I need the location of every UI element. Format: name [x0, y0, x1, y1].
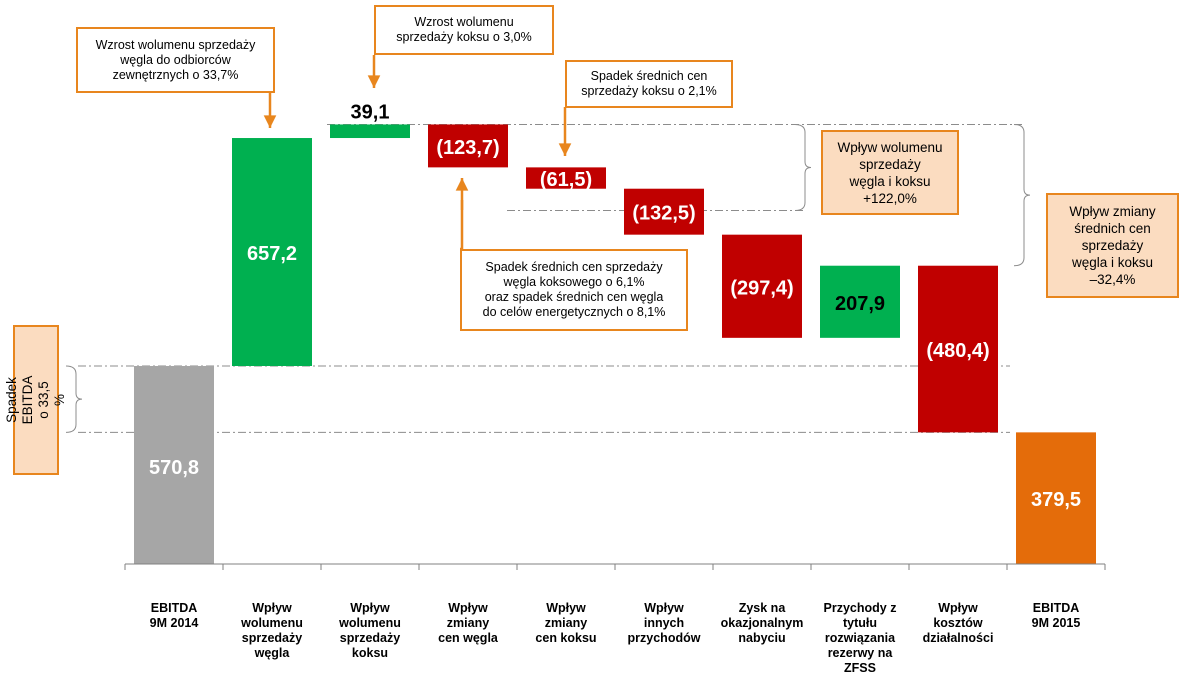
category-label-8: Wpływ kosztów działalności [923, 601, 994, 645]
category-label-6: Zysk na okazjonalnym nabyciu [721, 601, 804, 645]
callout-coke-price-text: Spadek średnich cen sprzedaży koksu o 2,… [581, 69, 717, 98]
bar-3 [428, 124, 508, 168]
callout-coke-price: Spadek średnich cen sprzedaży koksu o 2,… [565, 60, 733, 108]
callout-volume-effect: Wpływ wolumenu sprzedaży węgla i koksu +… [821, 130, 959, 215]
x-axis [124, 563, 1106, 570]
category-label-1: Wpływ wolumenu sprzedaży węgla [240, 601, 303, 660]
category-label-0: EBITDA 9M 2014 [150, 601, 199, 630]
data-label-3: (123,7) [436, 137, 499, 159]
bar-0 [134, 366, 214, 564]
brackets [65, 123, 1031, 433]
data-label-2: 39,1 [351, 101, 390, 123]
data-label-1: 657,2 [247, 243, 297, 265]
data-label-5: (132,5) [632, 203, 695, 225]
category-label-3: Wpływ zmiany cen węgla [438, 601, 499, 645]
bracket-volume [794, 123, 812, 212]
bar-7 [820, 265, 900, 338]
callout-price-effect: Wpływ zmiany średnich cen sprzedaży węgl… [1046, 193, 1179, 298]
data-label-4: (61,5) [540, 169, 592, 191]
category-label-4: Wpływ zmiany cen koksu [535, 601, 596, 645]
callout-ebitda-drop-text: Spadek EBITDA o 33,5 % [4, 375, 67, 425]
callout-coal-volume: Wzrost wolumenu sprzedaży węgla do odbio… [76, 27, 275, 93]
data-labels: 570,8 657,2 39,1 (123,7) (61,5) (132,5) (297,4… [149, 101, 1081, 511]
bracket-price [1013, 123, 1031, 267]
bracket-ebitda-drop [65, 365, 83, 433]
bar-4 [526, 167, 606, 189]
category-label-9: EBITDA 9M 2015 [1032, 601, 1081, 630]
callout-price-effect-text: Wpływ zmiany średnich cen sprzedaży węgl… [1069, 204, 1156, 287]
data-label-0: 570,8 [149, 457, 199, 479]
category-labels: EBITDA 9M 2014 Wpływ wolumenu sprzedaży węgla… [150, 601, 1081, 675]
bar-6 [722, 234, 802, 338]
callout-coke-volume-text: Wzrost wolumenu sprzedaży koksu o 3,0% [396, 15, 532, 44]
bars [134, 124, 1096, 564]
arrow-coal-volume [263, 93, 277, 128]
bar-9 [1016, 432, 1096, 564]
callout-coal-price-text: Spadek średnich cen sprzedaży węgla koks… [482, 260, 666, 319]
category-label-7: Przychody z tytułu rozwiązania rezerwy na ZF… [824, 601, 897, 675]
bar-2 [330, 124, 410, 139]
callout-coke-volume: Wzrost wolumenu sprzedaży koksu o 3,0% [374, 5, 554, 55]
callout-coal-price: Spadek średnich cen sprzedaży węgla koks… [460, 249, 688, 331]
category-label-5: Wpływ innych przychodów [628, 601, 701, 645]
callout-coal-volume-text: Wzrost wolumenu sprzedaży węgla do odbio… [95, 37, 256, 82]
arrow-coal-price [455, 178, 469, 210]
callout-volume-effect-text: Wpływ wolumenu sprzedaży węgla i koksu +… [837, 139, 943, 206]
data-label-6: (297,4) [730, 277, 793, 299]
arrow-coke-price [558, 107, 572, 156]
bar-1 [232, 138, 312, 366]
data-label-8: (480,4) [926, 340, 989, 362]
arrow-coke-volume [367, 55, 381, 88]
callout-ebitda-drop: Spadek EBITDA o 33,5 % [4, 325, 67, 475]
data-label-9: 379,5 [1031, 489, 1081, 511]
bar-8 [918, 265, 998, 433]
bar-5 [624, 188, 704, 235]
data-label-7: 207,9 [835, 293, 885, 315]
category-label-2: Wpływ wolumenu sprzedaży koksu [338, 601, 401, 660]
